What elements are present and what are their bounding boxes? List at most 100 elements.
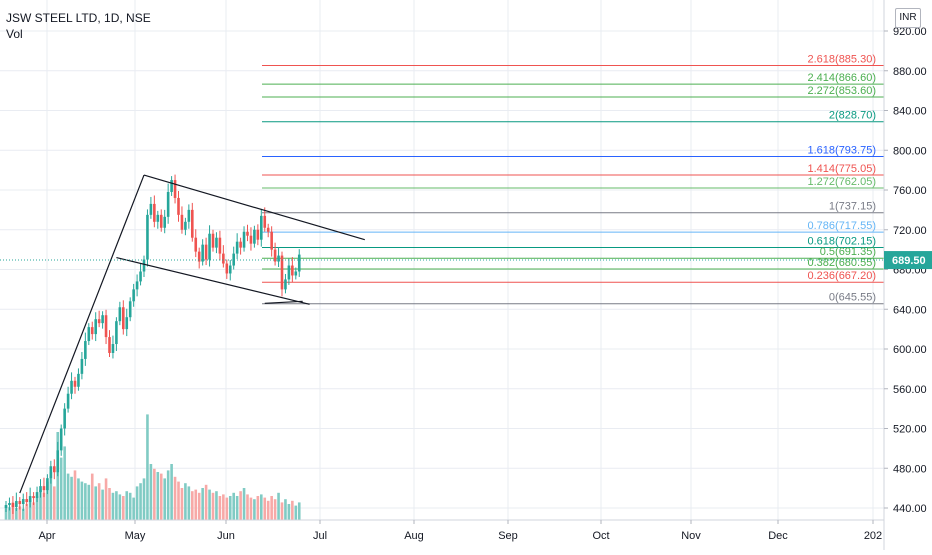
volume-bar bbox=[239, 491, 242, 520]
volume-bar bbox=[15, 508, 18, 520]
volume-bar bbox=[284, 499, 287, 520]
candle-body bbox=[97, 319, 101, 324]
fibonacci-extension[interactable]: 2.618(885.30) 2.414(866.60)2.272(853.60) 2… bbox=[262, 53, 884, 305]
candle-body bbox=[284, 279, 287, 290]
time-tick-label: May bbox=[125, 530, 146, 542]
fib-level-label: 1.618(793.75) bbox=[808, 144, 877, 156]
volume-bar bbox=[266, 500, 270, 520]
time-axis[interactable]: Apr May Jun Jul Aug Sep Oct Nov Dec 202 bbox=[0, 519, 884, 542]
volume-bar bbox=[294, 505, 298, 520]
candle-body bbox=[73, 380, 77, 387]
volume-bar bbox=[263, 497, 267, 520]
volume-bar bbox=[177, 481, 180, 520]
volume-bar bbox=[146, 414, 149, 520]
candle-body bbox=[153, 203, 156, 222]
volume-bar bbox=[215, 491, 218, 520]
candle-body bbox=[11, 503, 15, 508]
price-tick-label: 880.00 bbox=[893, 66, 927, 78]
candle-body bbox=[218, 237, 222, 254]
candle-body bbox=[280, 255, 284, 290]
fib-level-label: 0.5(691.35) bbox=[820, 246, 876, 258]
candle-body bbox=[94, 319, 97, 335]
candle-body bbox=[197, 251, 201, 262]
price-tick-label: 600.00 bbox=[893, 344, 927, 356]
volume-bar bbox=[256, 496, 260, 520]
fib-level-label: 2.618(885.30) bbox=[808, 53, 877, 65]
candle-body bbox=[166, 191, 170, 217]
candle-body bbox=[211, 233, 215, 248]
volume-bar bbox=[135, 486, 139, 520]
volume-bar bbox=[97, 483, 101, 520]
candlesticks bbox=[4, 174, 301, 514]
price-tick-label: 720.00 bbox=[893, 225, 927, 237]
candle-body bbox=[4, 505, 8, 508]
candle-body bbox=[222, 253, 225, 264]
candle-body bbox=[297, 254, 301, 272]
candle-body bbox=[228, 265, 232, 274]
candle-body bbox=[139, 271, 142, 282]
volume-bar bbox=[118, 494, 122, 520]
candle-body bbox=[173, 180, 177, 198]
candle-body bbox=[208, 233, 211, 260]
candle-body bbox=[246, 231, 249, 236]
candle-body bbox=[104, 315, 108, 338]
volume-bar bbox=[4, 505, 8, 520]
candle-body bbox=[270, 231, 273, 250]
price-tick-label: 480.00 bbox=[893, 463, 927, 475]
volume-bar bbox=[277, 492, 280, 520]
volume-bar bbox=[201, 488, 204, 520]
candle-body bbox=[56, 450, 60, 473]
volume-bar bbox=[18, 506, 22, 520]
time-tick-label: Sep bbox=[498, 530, 518, 542]
volume-bar bbox=[235, 496, 239, 520]
candle-body bbox=[63, 408, 66, 429]
candle-body bbox=[42, 486, 46, 491]
symbol-title[interactable]: JSW STEEL LTD, 1D, NSE bbox=[6, 11, 151, 25]
fib-level-label: 1.272(762.05) bbox=[808, 176, 877, 188]
time-tick-label: Jun bbox=[217, 530, 235, 542]
volume-bar bbox=[249, 497, 253, 520]
volume-bar bbox=[111, 492, 115, 520]
volume-bar bbox=[122, 496, 125, 520]
volume-bar bbox=[104, 478, 108, 520]
candle-body bbox=[32, 496, 35, 499]
candle-body bbox=[70, 380, 73, 394]
volume-bar bbox=[156, 472, 160, 520]
volume-bar bbox=[32, 502, 35, 520]
volume-bar bbox=[280, 502, 284, 520]
trendlines[interactable] bbox=[19, 174, 365, 494]
candle-body bbox=[84, 341, 87, 359]
volume-bar bbox=[35, 496, 39, 520]
candle-body bbox=[101, 315, 104, 324]
currency-button[interactable]: INR bbox=[895, 8, 921, 28]
volume-bar bbox=[242, 488, 246, 520]
price-tick-label: 840.00 bbox=[893, 106, 927, 118]
volume-bar bbox=[218, 496, 222, 520]
volume-bar bbox=[291, 500, 294, 520]
volume-bar bbox=[297, 502, 301, 520]
trendline bbox=[264, 300, 303, 304]
volume-bar bbox=[25, 504, 28, 520]
volume-bar bbox=[70, 476, 73, 520]
volume-bar bbox=[184, 483, 187, 520]
price-tick-label: 520.00 bbox=[893, 424, 927, 436]
candle-body bbox=[256, 229, 260, 240]
candle-body bbox=[266, 227, 270, 232]
candle-body bbox=[59, 428, 63, 451]
volume-label[interactable]: Vol bbox=[6, 27, 23, 41]
trendline bbox=[116, 256, 310, 305]
candle-body bbox=[35, 492, 39, 499]
time-tick-label: Aug bbox=[404, 530, 424, 542]
volume-bar bbox=[63, 446, 66, 520]
volume-bar bbox=[139, 483, 142, 520]
volume-bar bbox=[8, 507, 11, 520]
candle-body bbox=[232, 253, 235, 266]
volume-bar bbox=[232, 492, 235, 520]
candle-body bbox=[125, 317, 129, 330]
candle-body bbox=[46, 478, 49, 491]
fib-level-label: 1.414(775.05) bbox=[808, 163, 877, 175]
time-tick-label: Jul bbox=[313, 530, 327, 542]
